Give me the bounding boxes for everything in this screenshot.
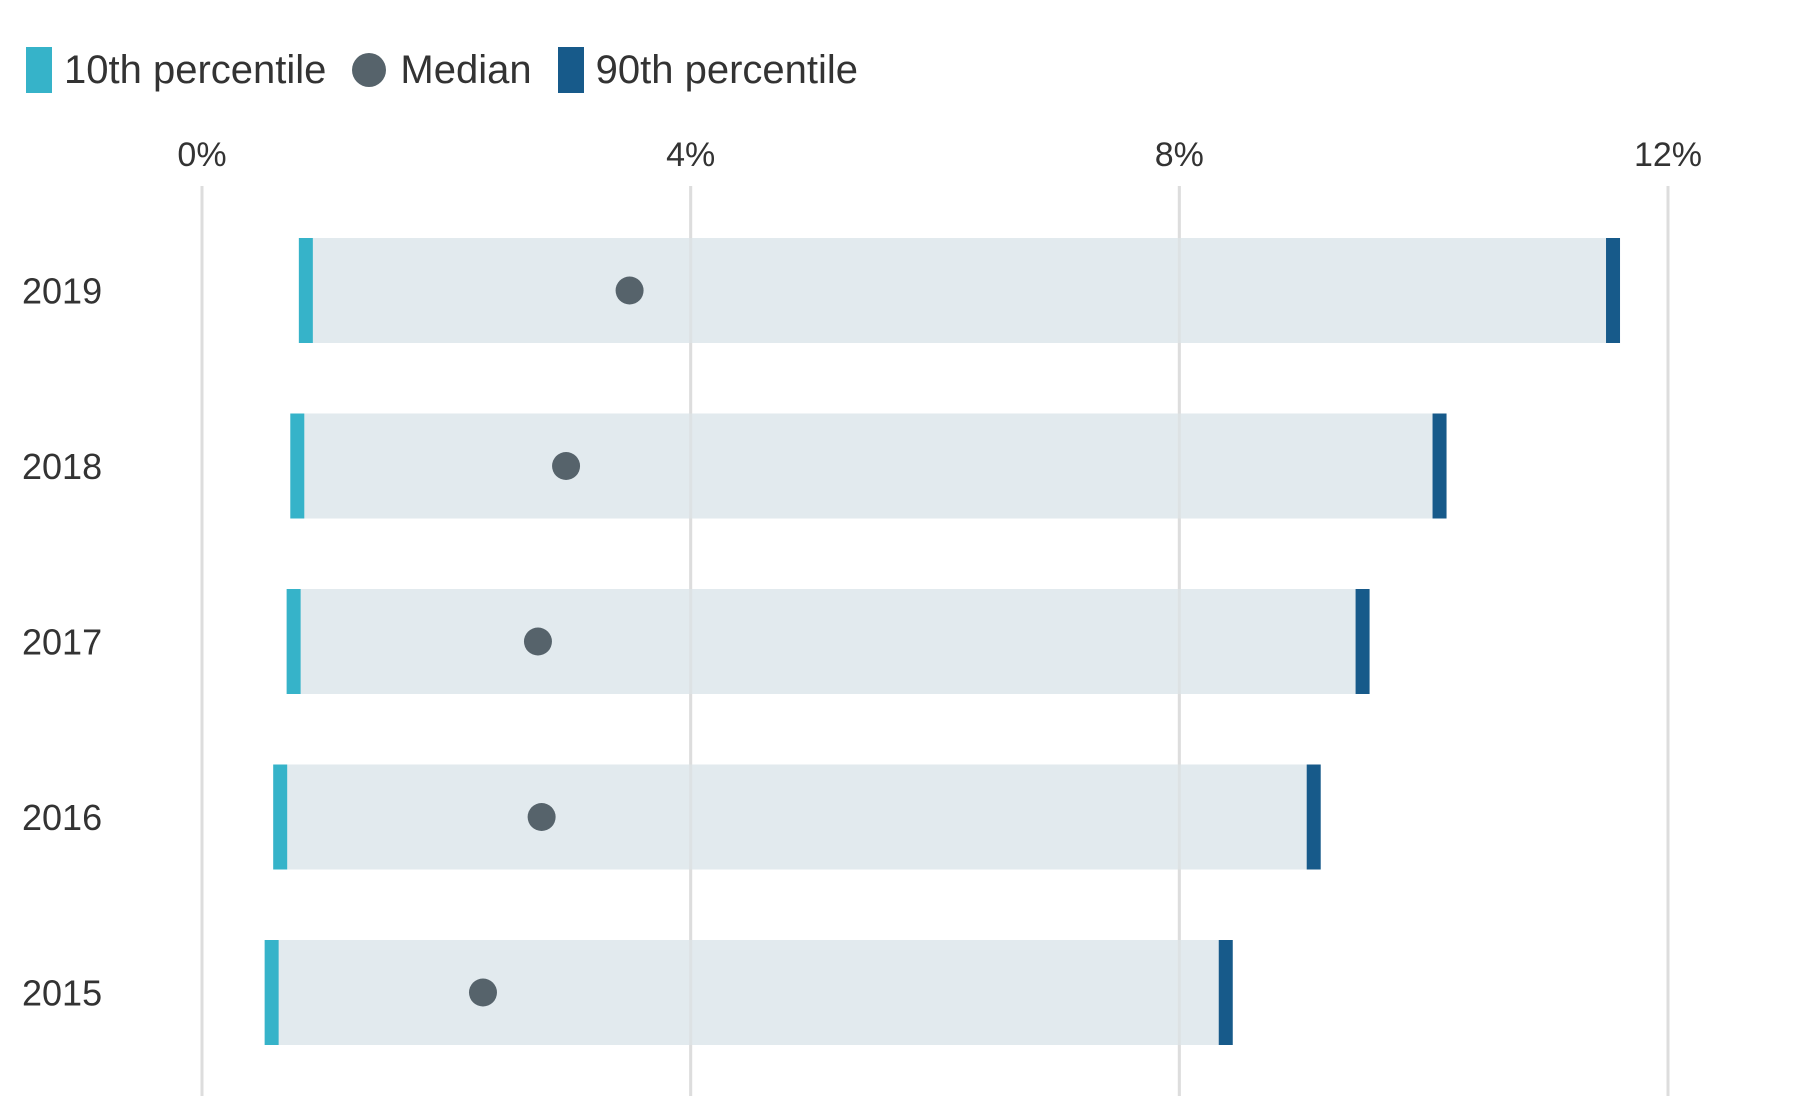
p90-marker-2017: [1355, 589, 1370, 694]
range-bar-2016: [280, 764, 1314, 870]
p10-marker-2017: [286, 589, 301, 694]
x-tick-label-2: 8%: [1155, 136, 1204, 174]
p90-marker-2018: [1432, 413, 1447, 519]
range-bar-2019: [305, 238, 1614, 343]
range-bar-2017: [293, 589, 1363, 694]
median-point-2019: [615, 276, 644, 305]
p10-marker-2018: [290, 413, 305, 519]
p10-marker-2016: [273, 764, 288, 870]
y-category-label-2017: 2017: [22, 622, 102, 663]
range-bar-2018: [297, 413, 1440, 519]
median-point-2018: [552, 452, 581, 480]
x-tick-label-1: 4%: [666, 136, 715, 174]
gridlines: [200, 186, 1670, 1096]
legend-label-p10: 10th percentile: [64, 47, 327, 92]
p10-marker-2019: [298, 238, 313, 343]
legend-swatch-p90: [557, 47, 584, 93]
p90-marker-2016: [1306, 764, 1321, 870]
legend-item-p10: 10th percentile: [26, 47, 326, 93]
median-point-2017: [523, 627, 552, 656]
p90-marker-2015: [1218, 940, 1233, 1045]
axis-labels: 0% 4% 8% 12% 2019 2018 2017 2016 2015: [22, 136, 1702, 1014]
legend-item-median: Median: [352, 47, 532, 93]
range-bar-2015: [271, 940, 1226, 1045]
x-tick-label-0: 0%: [177, 136, 226, 174]
median-point-2016: [527, 803, 556, 831]
legend-label-median: Median: [400, 47, 532, 92]
legend-swatch-p10: [26, 47, 52, 93]
y-category-label-2018: 2018: [22, 446, 102, 487]
y-category-label-2016: 2016: [22, 797, 102, 838]
x-tick-label-3: 12%: [1634, 136, 1702, 174]
median-point-2015: [468, 978, 497, 1007]
legend-item-p90: 90th percentile: [557, 47, 859, 93]
p10-marker-2015: [264, 940, 279, 1045]
legend-label-p90: 90th percentile: [595, 47, 859, 92]
legend-dot-median: [352, 53, 387, 87]
p90-marker-2019: [1606, 238, 1621, 343]
y-category-label-2019: 2019: [22, 271, 102, 312]
range-bars: [264, 238, 1621, 1045]
legend: 10th percentile Median 90th percentile: [26, 40, 884, 100]
y-category-label-2015: 2015: [22, 973, 102, 1014]
